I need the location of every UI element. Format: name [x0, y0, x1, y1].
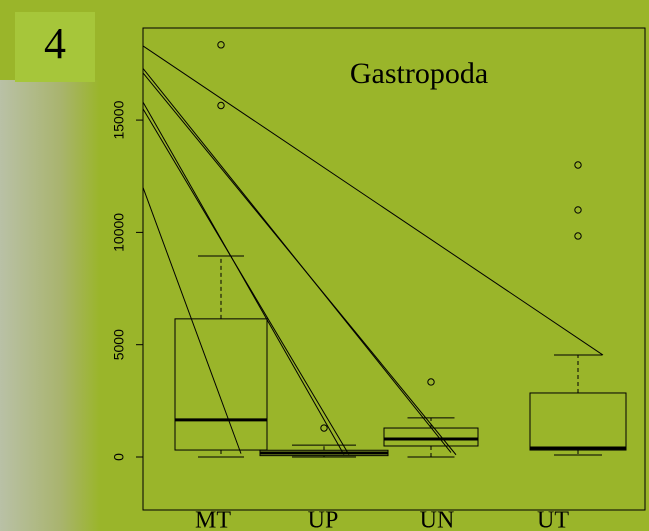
y-tick-label: 0 — [111, 453, 127, 461]
trend-line — [142, 72, 457, 456]
y-tick-label: 15000 — [111, 100, 127, 139]
y-tick-label: 5000 — [111, 329, 127, 360]
outlier — [217, 101, 225, 110]
trend-line — [142, 45, 604, 356]
photo-edge — [0, 80, 100, 531]
x-tick-label: UN — [420, 508, 455, 531]
outlier — [217, 41, 225, 49]
outlier — [427, 378, 435, 386]
chart-title: Gastropoda — [350, 57, 488, 90]
trend-line — [142, 187, 242, 454]
box — [529, 392, 627, 451]
outlier — [574, 161, 582, 169]
box — [174, 318, 268, 451]
outlier — [320, 424, 328, 432]
trend-line — [142, 108, 350, 456]
outlier — [574, 206, 582, 214]
panel-label: 4 — [44, 19, 66, 68]
x-tick-label: UT — [537, 508, 569, 531]
y-tick-label: 10000 — [111, 213, 127, 252]
outlier — [574, 232, 582, 240]
label-box — [15, 12, 95, 82]
x-tick-label: UP — [308, 508, 339, 531]
x-tick-label: MT — [195, 508, 231, 531]
plot-frame — [142, 27, 646, 511]
